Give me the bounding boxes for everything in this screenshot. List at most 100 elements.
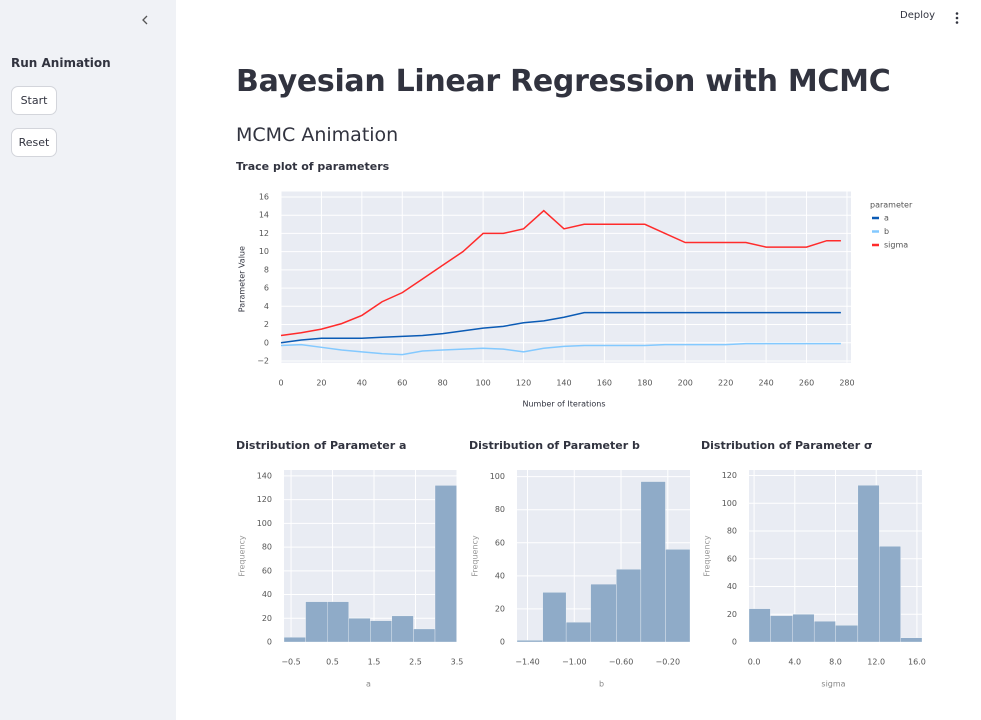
bar (305, 601, 328, 643)
bar (434, 485, 457, 643)
legend-label: b (884, 227, 889, 236)
y-axis-title: Frequency (238, 535, 247, 577)
bar (542, 592, 567, 643)
x-tick-label: 0 (278, 378, 283, 387)
bar (640, 481, 666, 643)
y-tick-label: 20 (495, 604, 505, 613)
line (280, 209, 841, 337)
x-tick-label: 180 (637, 378, 652, 387)
bar (391, 615, 414, 643)
y-tick-label: 0 (267, 638, 272, 647)
x-tick-label: 280 (839, 378, 854, 387)
x-tick-label: 0.5 (326, 658, 339, 667)
bar (413, 628, 436, 643)
y-tick-label: 40 (727, 582, 737, 591)
x-tick-label: 20 (316, 378, 326, 387)
x-tick-label: 220 (718, 378, 733, 387)
y-tick-label: −2 (257, 356, 269, 365)
y-tick-label: 2 (264, 320, 269, 329)
y-tick-label: 80 (495, 505, 505, 514)
x-tick-label: 4.0 (788, 658, 801, 667)
y-tick-label: 14 (259, 211, 269, 220)
y-tick-label: 140 (257, 471, 272, 480)
page-title: Bayesian Linear Regression with MCMC (236, 64, 891, 99)
y-axis-title: Frequency (703, 535, 712, 577)
y-tick-label: 120 (257, 495, 272, 504)
y-tick-label: 60 (727, 554, 737, 563)
y-axis-title: Parameter Value (238, 246, 247, 312)
menu-icon[interactable] (954, 11, 960, 25)
x-tick-label: 120 (516, 378, 531, 387)
legend-label: sigma (884, 241, 908, 250)
bar (283, 637, 306, 643)
bar (565, 622, 591, 643)
y-tick-label: 6 (264, 284, 269, 293)
y-tick-label: 100 (722, 499, 737, 508)
bar (879, 546, 901, 643)
x-tick-label: 240 (758, 378, 773, 387)
bar (835, 625, 859, 643)
x-tick-label: 3.5 (451, 658, 464, 667)
x-tick-label: −1.40 (515, 658, 540, 667)
y-tick-label: 120 (722, 471, 737, 480)
x-tick-label: 2.5 (409, 658, 422, 667)
x-tick-label: 260 (799, 378, 814, 387)
bar (665, 549, 691, 643)
start-button[interactable]: Start (11, 86, 57, 115)
collapse-icon[interactable] (139, 14, 151, 26)
x-tick-label: −0.5 (281, 658, 300, 667)
bar (370, 620, 393, 643)
bar (348, 618, 371, 643)
y-tick-label: 40 (495, 571, 505, 580)
y-tick-label: 16 (259, 192, 269, 201)
y-tick-label: 80 (262, 543, 272, 552)
y-tick-label: 100 (490, 472, 505, 481)
y-tick-label: 60 (495, 538, 505, 547)
deploy-button[interactable]: Deploy (900, 10, 936, 21)
bar (516, 640, 543, 643)
y-tick-label: 0 (732, 638, 737, 647)
x-tick-label: −1.00 (562, 658, 587, 667)
x-tick-label: −0.60 (609, 658, 634, 667)
bar (857, 485, 880, 643)
x-tick-label: 60 (397, 378, 407, 387)
sidebar: Run Animation Start Reset (0, 0, 176, 720)
y-tick-label: 100 (257, 519, 272, 528)
chart-title: Trace plot of parameters (236, 160, 390, 173)
bar (792, 614, 815, 643)
bar (770, 615, 793, 643)
bar (900, 637, 923, 643)
x-tick-label: 100 (475, 378, 490, 387)
x-axis-title: sigma (821, 680, 845, 689)
y-tick-label: 0 (264, 338, 269, 347)
y-tick-label: 8 (264, 265, 269, 274)
x-tick-label: −0.20 (656, 658, 681, 667)
bar (616, 569, 642, 643)
x-tick-label: 0.0 (748, 658, 761, 667)
y-axis-title: Frequency (471, 535, 480, 577)
chart-title: Distribution of Parameter b (469, 439, 640, 452)
sidebar-title: Run Animation (11, 56, 111, 70)
y-tick-label: 20 (262, 614, 272, 623)
x-axis-title: Number of Iterations (522, 400, 605, 409)
y-tick-label: 4 (264, 302, 269, 311)
legend-label: a (884, 214, 889, 223)
x-tick-label: 12.0 (867, 658, 885, 667)
x-tick-label: 140 (556, 378, 571, 387)
x-axis-title: b (599, 680, 604, 689)
chart-title: Distribution of Parameter a (236, 439, 406, 452)
line (280, 342, 841, 356)
x-axis-title: a (366, 680, 371, 689)
x-tick-label: 8.0 (829, 658, 842, 667)
bar (813, 621, 836, 643)
section-title: MCMC Animation (236, 124, 399, 146)
y-tick-label: 10 (259, 247, 269, 256)
x-tick-label: 80 (438, 378, 448, 387)
y-tick-label: 60 (262, 566, 272, 575)
y-tick-label: 20 (727, 610, 737, 619)
reset-button[interactable]: Reset (11, 128, 57, 157)
x-tick-label: 160 (597, 378, 612, 387)
x-tick-label: 1.5 (368, 658, 381, 667)
